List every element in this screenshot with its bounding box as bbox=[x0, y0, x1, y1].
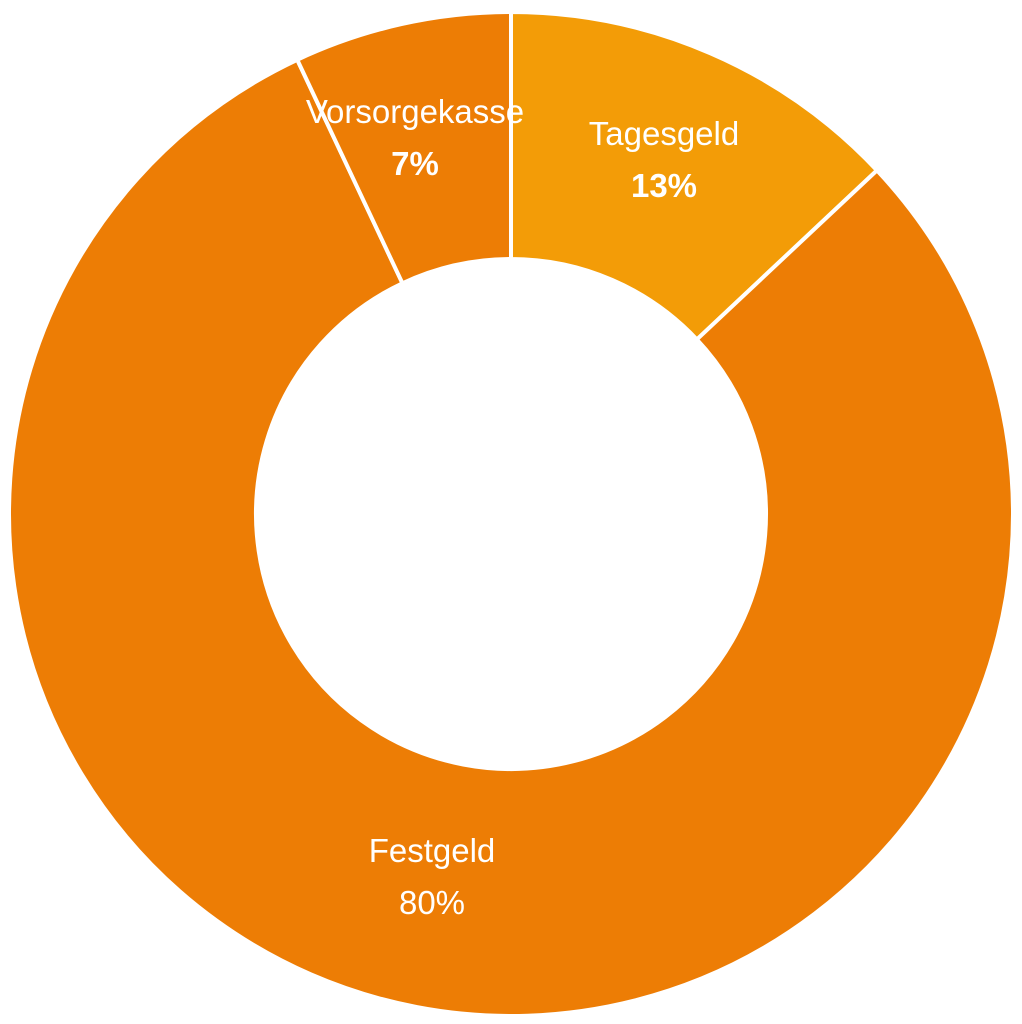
slice-festgeld bbox=[7, 57, 1015, 1018]
slice-value-festgeld: 80% bbox=[399, 884, 465, 921]
slice-label-tagesgeld: Tagesgeld bbox=[589, 115, 739, 152]
slice-tagesgeld bbox=[509, 9, 880, 343]
slices-group bbox=[7, 9, 1015, 1018]
slice-value-vorsorgekasse: 7% bbox=[391, 145, 439, 182]
slice-vorsorgekasse bbox=[294, 9, 513, 286]
slice-label-festgeld: Festgeld bbox=[369, 832, 496, 869]
labels-group: Tagesgeld 13% Festgeld 80% Vorsorgekasse 7% bbox=[306, 93, 739, 921]
slice-label-vorsorgekasse: Vorsorgekasse bbox=[306, 93, 524, 130]
slice-value-tagesgeld: 13% bbox=[631, 167, 697, 204]
